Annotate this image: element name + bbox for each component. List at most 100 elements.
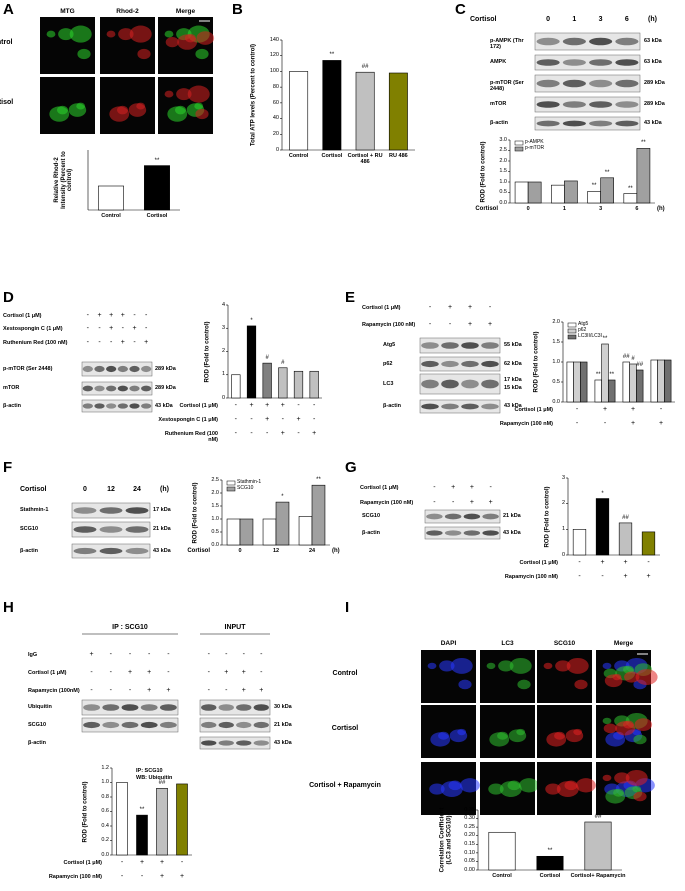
condition-sign: - bbox=[133, 339, 136, 346]
blot-band bbox=[121, 704, 139, 711]
cell-signal bbox=[603, 723, 617, 734]
blot-band bbox=[615, 79, 639, 88]
blot-band bbox=[201, 704, 217, 711]
blot-band bbox=[444, 530, 462, 536]
blot-band bbox=[444, 513, 462, 520]
blot bbox=[419, 399, 501, 414]
condition-sign: + bbox=[646, 573, 651, 580]
blot-band bbox=[106, 403, 117, 409]
y-axis-label: ROD (Fold to control) bbox=[480, 141, 487, 202]
x-tick-label: Cortisol + RU 486 bbox=[347, 153, 383, 166]
condition-sign: + bbox=[224, 669, 229, 676]
molecular-weight: 43 kDa bbox=[504, 403, 522, 410]
condition-sign: + bbox=[159, 873, 165, 880]
significance-mark: ** bbox=[329, 52, 335, 59]
condition-label: Cortisol (1 μM) bbox=[514, 407, 553, 413]
blot-band bbox=[201, 740, 217, 746]
cell-signal bbox=[498, 660, 514, 672]
condition-sign: - bbox=[297, 402, 300, 409]
condition-sign: - bbox=[144, 325, 148, 332]
condition-sign: - bbox=[575, 420, 579, 427]
bar bbox=[293, 370, 304, 399]
condition-sign: - bbox=[433, 499, 436, 506]
significance-mark: ** bbox=[154, 157, 160, 164]
cell-signal bbox=[555, 660, 571, 672]
condition-sign: + bbox=[241, 687, 246, 694]
bar bbox=[618, 522, 633, 556]
blot-label: Stathmin-1 bbox=[20, 507, 49, 514]
blot-label: β-actin bbox=[28, 739, 47, 746]
blot-band bbox=[441, 360, 459, 368]
bar bbox=[239, 518, 254, 546]
bar bbox=[116, 782, 128, 856]
blot-band bbox=[589, 37, 613, 46]
x-tick-label: Control bbox=[288, 153, 309, 159]
bar bbox=[311, 484, 326, 546]
micrograph bbox=[537, 705, 592, 758]
cell-signal bbox=[625, 769, 648, 786]
significance-mark: # bbox=[265, 355, 269, 362]
x-tick-label: Control bbox=[492, 873, 512, 879]
y-tick-label: 0.00 bbox=[464, 866, 475, 873]
cell-signal bbox=[117, 105, 129, 115]
x-tick-label: 0 bbox=[526, 206, 530, 212]
bar bbox=[98, 185, 124, 211]
cell-signal bbox=[46, 30, 56, 38]
cell-signal bbox=[613, 788, 625, 797]
x-axis-unit: (h) bbox=[657, 206, 665, 212]
y-tick-label: 20 bbox=[272, 130, 279, 137]
bar bbox=[601, 343, 609, 403]
blot-band bbox=[441, 342, 459, 349]
blot-band bbox=[589, 120, 613, 127]
condition-sign: - bbox=[433, 484, 436, 491]
bar bbox=[275, 501, 290, 546]
cell-signal bbox=[519, 778, 539, 793]
condition-sign: - bbox=[109, 687, 112, 694]
cell-signal bbox=[164, 90, 174, 98]
molecular-weight: 17 kDa bbox=[153, 507, 171, 514]
blot-band bbox=[102, 721, 120, 729]
blot-band bbox=[481, 403, 499, 410]
blot-band bbox=[236, 721, 252, 729]
blot bbox=[424, 526, 501, 540]
condition-sign: + bbox=[259, 687, 264, 694]
condition-sign: + bbox=[488, 499, 493, 506]
blot-band bbox=[94, 365, 105, 373]
significance-mark: ** bbox=[547, 848, 553, 855]
cell-signal bbox=[507, 780, 521, 791]
treatment-label: Cortisol bbox=[470, 16, 497, 23]
significance-mark: ** bbox=[641, 140, 646, 147]
blot-label: β-actin bbox=[20, 547, 39, 554]
condition-sign: - bbox=[90, 669, 93, 676]
condition-sign: - bbox=[428, 321, 432, 328]
condition-sign: + bbox=[312, 430, 317, 437]
blot bbox=[199, 736, 271, 750]
blot bbox=[419, 337, 501, 354]
bar bbox=[298, 516, 313, 546]
y-tick-label: 0 bbox=[275, 146, 279, 153]
condition-sign: - bbox=[603, 420, 607, 427]
condition-sign: - bbox=[225, 651, 228, 658]
y-tick-label: 1.0 bbox=[499, 178, 507, 185]
cell-signal bbox=[497, 731, 509, 740]
condition-label: Rapamycin (100 nM) bbox=[499, 421, 553, 427]
y-tick-label: 1 bbox=[561, 526, 565, 533]
legend-swatch bbox=[226, 486, 236, 492]
bar bbox=[641, 531, 656, 556]
panel-letter: I bbox=[345, 599, 350, 616]
cell-signal bbox=[573, 728, 583, 736]
legend-swatch bbox=[567, 334, 577, 340]
molecular-weight: 43 kDa bbox=[155, 402, 173, 409]
significance-mark: ## bbox=[361, 64, 369, 71]
y-tick-label: 80 bbox=[272, 83, 279, 90]
blot-band bbox=[125, 526, 149, 533]
lane-unit: (h) bbox=[160, 486, 169, 493]
condition-sign: - bbox=[250, 416, 253, 423]
condition-sign: + bbox=[249, 402, 254, 409]
blot-band bbox=[121, 721, 139, 729]
blot-band bbox=[589, 59, 613, 66]
blot-band bbox=[129, 365, 140, 373]
y-tick-label: 60 bbox=[272, 99, 279, 106]
blot-band bbox=[218, 721, 234, 729]
condition-sign: - bbox=[98, 339, 101, 346]
